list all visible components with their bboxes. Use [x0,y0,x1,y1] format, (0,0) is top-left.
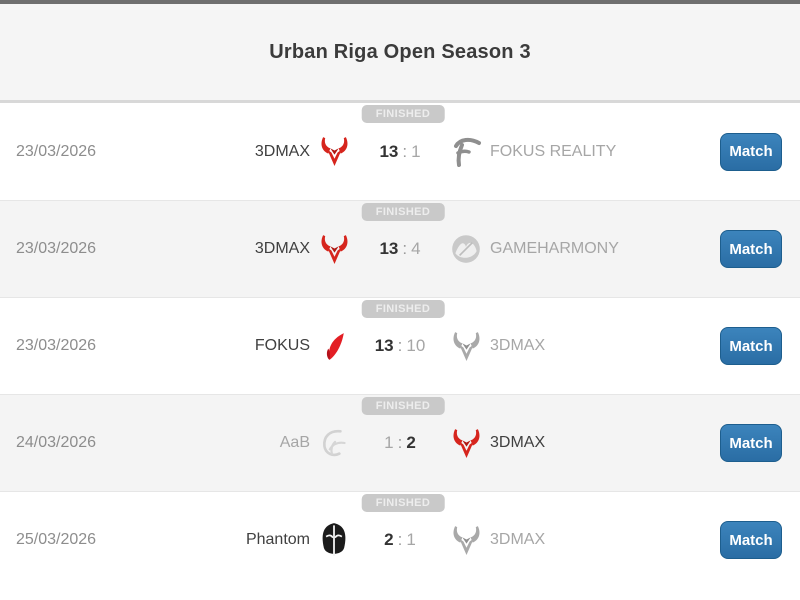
team1-name: 3DMAX [254,240,310,257]
match-score: 13:1 [358,142,442,162]
fokus-reality-icon [448,136,484,168]
status-badge: FINISHED [361,494,445,512]
match-date: 24/03/2026 [16,434,97,451]
match-summary: Phantom 2:1 3DMAX [178,492,622,588]
team2-score: 2 [406,433,416,452]
team2-score: 10 [406,336,426,355]
aab-icon [316,426,352,460]
match-rows: FINISHED 23/03/2026 3DMAX 13:1 FOKUS REA… [0,103,800,588]
score-separator: : [397,530,403,549]
gameharmony-icon [448,232,484,266]
team2-score: 4 [411,239,421,258]
header-divider [0,100,800,103]
match-row: FINISHED 23/03/2026 3DMAX 13:4 GAMEHARMO… [0,200,800,297]
status-badge: FINISHED [361,105,445,123]
event-header: Urban Riga Open Season 3 [0,4,800,100]
status-badge: FINISHED [361,300,445,318]
match-summary: 3DMAX 13:4 GAMEHARMONY [178,201,622,297]
match-date: 23/03/2026 [16,240,97,257]
team1-score: 2 [384,530,394,549]
match-button[interactable]: Match [720,521,782,559]
match-row: FINISHED 23/03/2026 FOKUS 13:10 3DMAX Ma… [0,297,800,394]
score-separator: : [402,141,408,161]
fokus-icon [316,330,352,363]
team1-score: 13 [379,141,399,161]
status-badge: FINISHED [361,203,445,221]
match-score: 13:10 [358,336,442,356]
match-button[interactable]: Match [720,132,782,171]
team1-score: 13 [379,239,399,258]
score-separator: : [402,239,408,258]
team1-name: 3DMAX [254,142,310,160]
3dmax-red-icon [448,427,484,460]
match-summary: 3DMAX 13:1 FOKUS REALITY [178,103,622,200]
status-badge: FINISHED [361,397,445,415]
match-row: FINISHED 25/03/2026 Phantom 2:1 3DMAX Ma… [0,491,800,588]
3dmax-red-icon [316,233,352,266]
team2-name: GAMEHARMONY [490,240,619,257]
3dmax-gray-icon [448,330,484,363]
team2-name: FOKUS REALITY [490,142,617,160]
match-date: 23/03/2026 [16,142,97,160]
match-summary: AaB 1:2 3DMAX [178,395,622,491]
match-score: 2:1 [358,530,442,550]
match-date: 25/03/2026 [16,531,97,548]
match-row: FINISHED 24/03/2026 AaB 1:2 3DMAX Match [0,394,800,491]
team1-name: AaB [279,434,310,451]
match-date: 23/03/2026 [16,337,97,354]
match-button[interactable]: Match [720,230,782,268]
team1-score: 1 [384,433,394,452]
match-button[interactable]: Match [720,327,782,365]
team1-name: FOKUS [254,337,310,354]
event-title: Urban Riga Open Season 3 [269,40,531,63]
score-separator: : [397,336,403,355]
match-button[interactable]: Match [720,424,782,462]
score-separator: : [397,433,403,452]
match-score: 1:2 [358,433,442,453]
team2-score: 1 [406,530,416,549]
team2-name: 3DMAX [490,337,546,354]
match-row: FINISHED 23/03/2026 3DMAX 13:1 FOKUS REA… [0,103,800,200]
match-summary: FOKUS 13:10 3DMAX [178,298,622,394]
team2-name: 3DMAX [490,434,546,451]
team2-name: 3DMAX [490,531,546,548]
3dmax-gray-icon [448,524,484,557]
match-score: 13:4 [358,239,442,259]
team1-name: Phantom [245,531,310,548]
phantom-icon [316,522,352,558]
3dmax-red-icon [316,135,352,168]
team1-score: 13 [374,336,394,355]
team2-score: 1 [411,141,421,161]
